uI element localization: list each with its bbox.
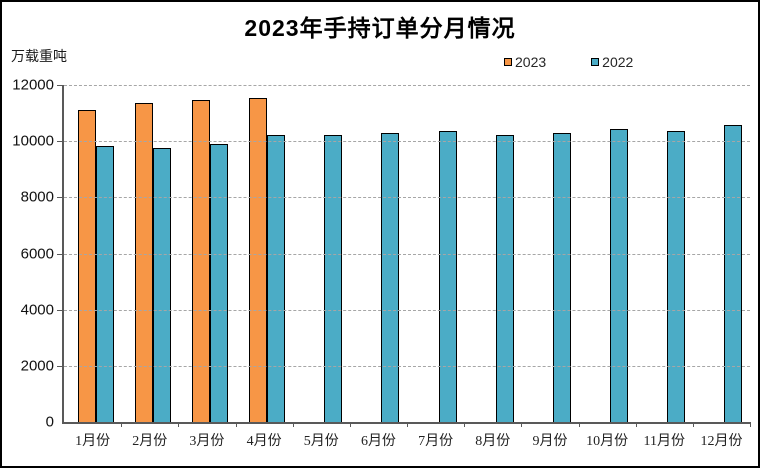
y-tick-label-8000: 8000 bbox=[20, 188, 54, 206]
x-axis-tick-m8 bbox=[521, 422, 523, 427]
category-month-7: 7月份 bbox=[407, 85, 466, 449]
gridline-12000 bbox=[57, 85, 750, 86]
x-axis-tick-m6 bbox=[407, 422, 409, 427]
category-row: 1月份 2月份 3月份 4月份 5月份 6月份 7月份 8月份 9月份 10月份 11月份 12月份 bbox=[64, 85, 752, 449]
y-tick-label-4000: 4000 bbox=[20, 301, 54, 319]
bar-2022-m3 bbox=[209, 143, 228, 422]
bar-2022-m8 bbox=[495, 135, 514, 422]
x-axis-tick-m2 bbox=[178, 422, 180, 427]
bar-2023-m3 bbox=[191, 100, 210, 422]
x-tick-label-m11: 11月份 bbox=[643, 434, 686, 449]
x-tick-label-m3: 3月份 bbox=[189, 434, 225, 449]
x-axis-tick-m4 bbox=[292, 422, 294, 427]
legend-entry-2023: 2023 bbox=[504, 54, 546, 70]
category-month-9: 9月份 bbox=[521, 85, 580, 449]
legend-marker-2023-icon bbox=[504, 58, 512, 66]
bar-2022-m5 bbox=[324, 135, 343, 422]
x-axis-tick-m12 bbox=[750, 422, 752, 427]
y-tick-label-10000: 10000 bbox=[12, 132, 54, 150]
legend-entry-2022: 2022 bbox=[591, 54, 633, 70]
bar-2022-m4 bbox=[267, 135, 286, 422]
category-month-5: 5月份 bbox=[293, 85, 351, 449]
plot-area: 1月份 2月份 3月份 4月份 5月份 6月份 7月份 8月份 9月份 10月份 11月份 12月份 bbox=[57, 85, 752, 449]
x-tick-label-m9: 9月份 bbox=[532, 434, 568, 449]
x-axis-tick-m10 bbox=[635, 422, 637, 427]
x-axis-tick-m11 bbox=[692, 422, 694, 427]
y-axis-unit-label: 万载重吨 bbox=[11, 48, 67, 64]
category-month-2: 2月份 bbox=[121, 85, 180, 449]
x-axis-tick-m5 bbox=[349, 422, 351, 427]
gridline-4000 bbox=[57, 309, 750, 311]
gridline-2000 bbox=[57, 365, 750, 367]
bar-2022-m9 bbox=[552, 133, 571, 422]
category-month-8: 8月份 bbox=[464, 85, 523, 449]
x-axis-tick-m1 bbox=[121, 422, 123, 427]
bar-2022-m11 bbox=[667, 130, 686, 422]
category-month-6: 6月份 bbox=[350, 85, 409, 449]
y-axis-tick-labels: 0 2000 4000 6000 8000 10000 12000 bbox=[2, 77, 54, 431]
x-tick-label-m5: 5月份 bbox=[303, 434, 339, 449]
legend-label-2023: 2023 bbox=[515, 54, 547, 70]
x-axis-tick-m3 bbox=[235, 422, 237, 427]
x-tick-label-m4: 4月份 bbox=[246, 434, 282, 449]
category-month-4: 4月份 bbox=[236, 85, 294, 449]
x-tick-label-m2: 2月份 bbox=[132, 434, 168, 449]
x-tick-label-m8: 8月份 bbox=[475, 434, 511, 449]
x-tick-label-m12: 12月份 bbox=[700, 434, 743, 449]
legend: 2023 2022 bbox=[504, 54, 633, 70]
legend-label-2022: 2022 bbox=[602, 54, 634, 70]
y-tick-label-2000: 2000 bbox=[20, 357, 54, 375]
bar-2023-m4 bbox=[249, 98, 268, 422]
gridline-6000 bbox=[57, 253, 750, 255]
category-month-11: 11月份 bbox=[636, 85, 694, 449]
y-tick-label-0: 0 bbox=[45, 413, 54, 431]
gridline-10000 bbox=[57, 141, 750, 143]
y-tick-label-6000: 6000 bbox=[20, 245, 54, 262]
x-axis-tick-m7 bbox=[464, 422, 466, 427]
legend-marker-2022-icon bbox=[591, 58, 600, 66]
bar-2023-m2 bbox=[134, 102, 153, 422]
category-month-1: 1月份 bbox=[64, 85, 123, 449]
category-month-12: 12月份 bbox=[693, 85, 752, 449]
x-tick-label-m1: 1月份 bbox=[75, 434, 111, 449]
gridline-8000 bbox=[57, 197, 750, 199]
bar-2023-m1 bbox=[77, 110, 96, 422]
bar-2022-m2 bbox=[152, 148, 171, 422]
y-tick-label-12000: 12000 bbox=[12, 76, 54, 94]
x-tick-label-m6: 6月份 bbox=[360, 434, 396, 449]
bar-2022-m10 bbox=[610, 128, 629, 422]
chart-title: 2023年手持订单分月情况 bbox=[244, 15, 516, 41]
bar-2022-m1 bbox=[95, 145, 114, 422]
bar-2022-m7 bbox=[438, 131, 457, 422]
x-tick-label-m7: 7月份 bbox=[418, 434, 454, 449]
category-month-10: 10月份 bbox=[579, 85, 637, 449]
bar-2022-m6 bbox=[381, 132, 400, 422]
x-axis-tick-m9 bbox=[578, 422, 580, 427]
bar-2022-m12 bbox=[724, 125, 743, 422]
x-tick-label-m10: 10月份 bbox=[586, 434, 629, 449]
category-month-3: 3月份 bbox=[178, 85, 237, 449]
